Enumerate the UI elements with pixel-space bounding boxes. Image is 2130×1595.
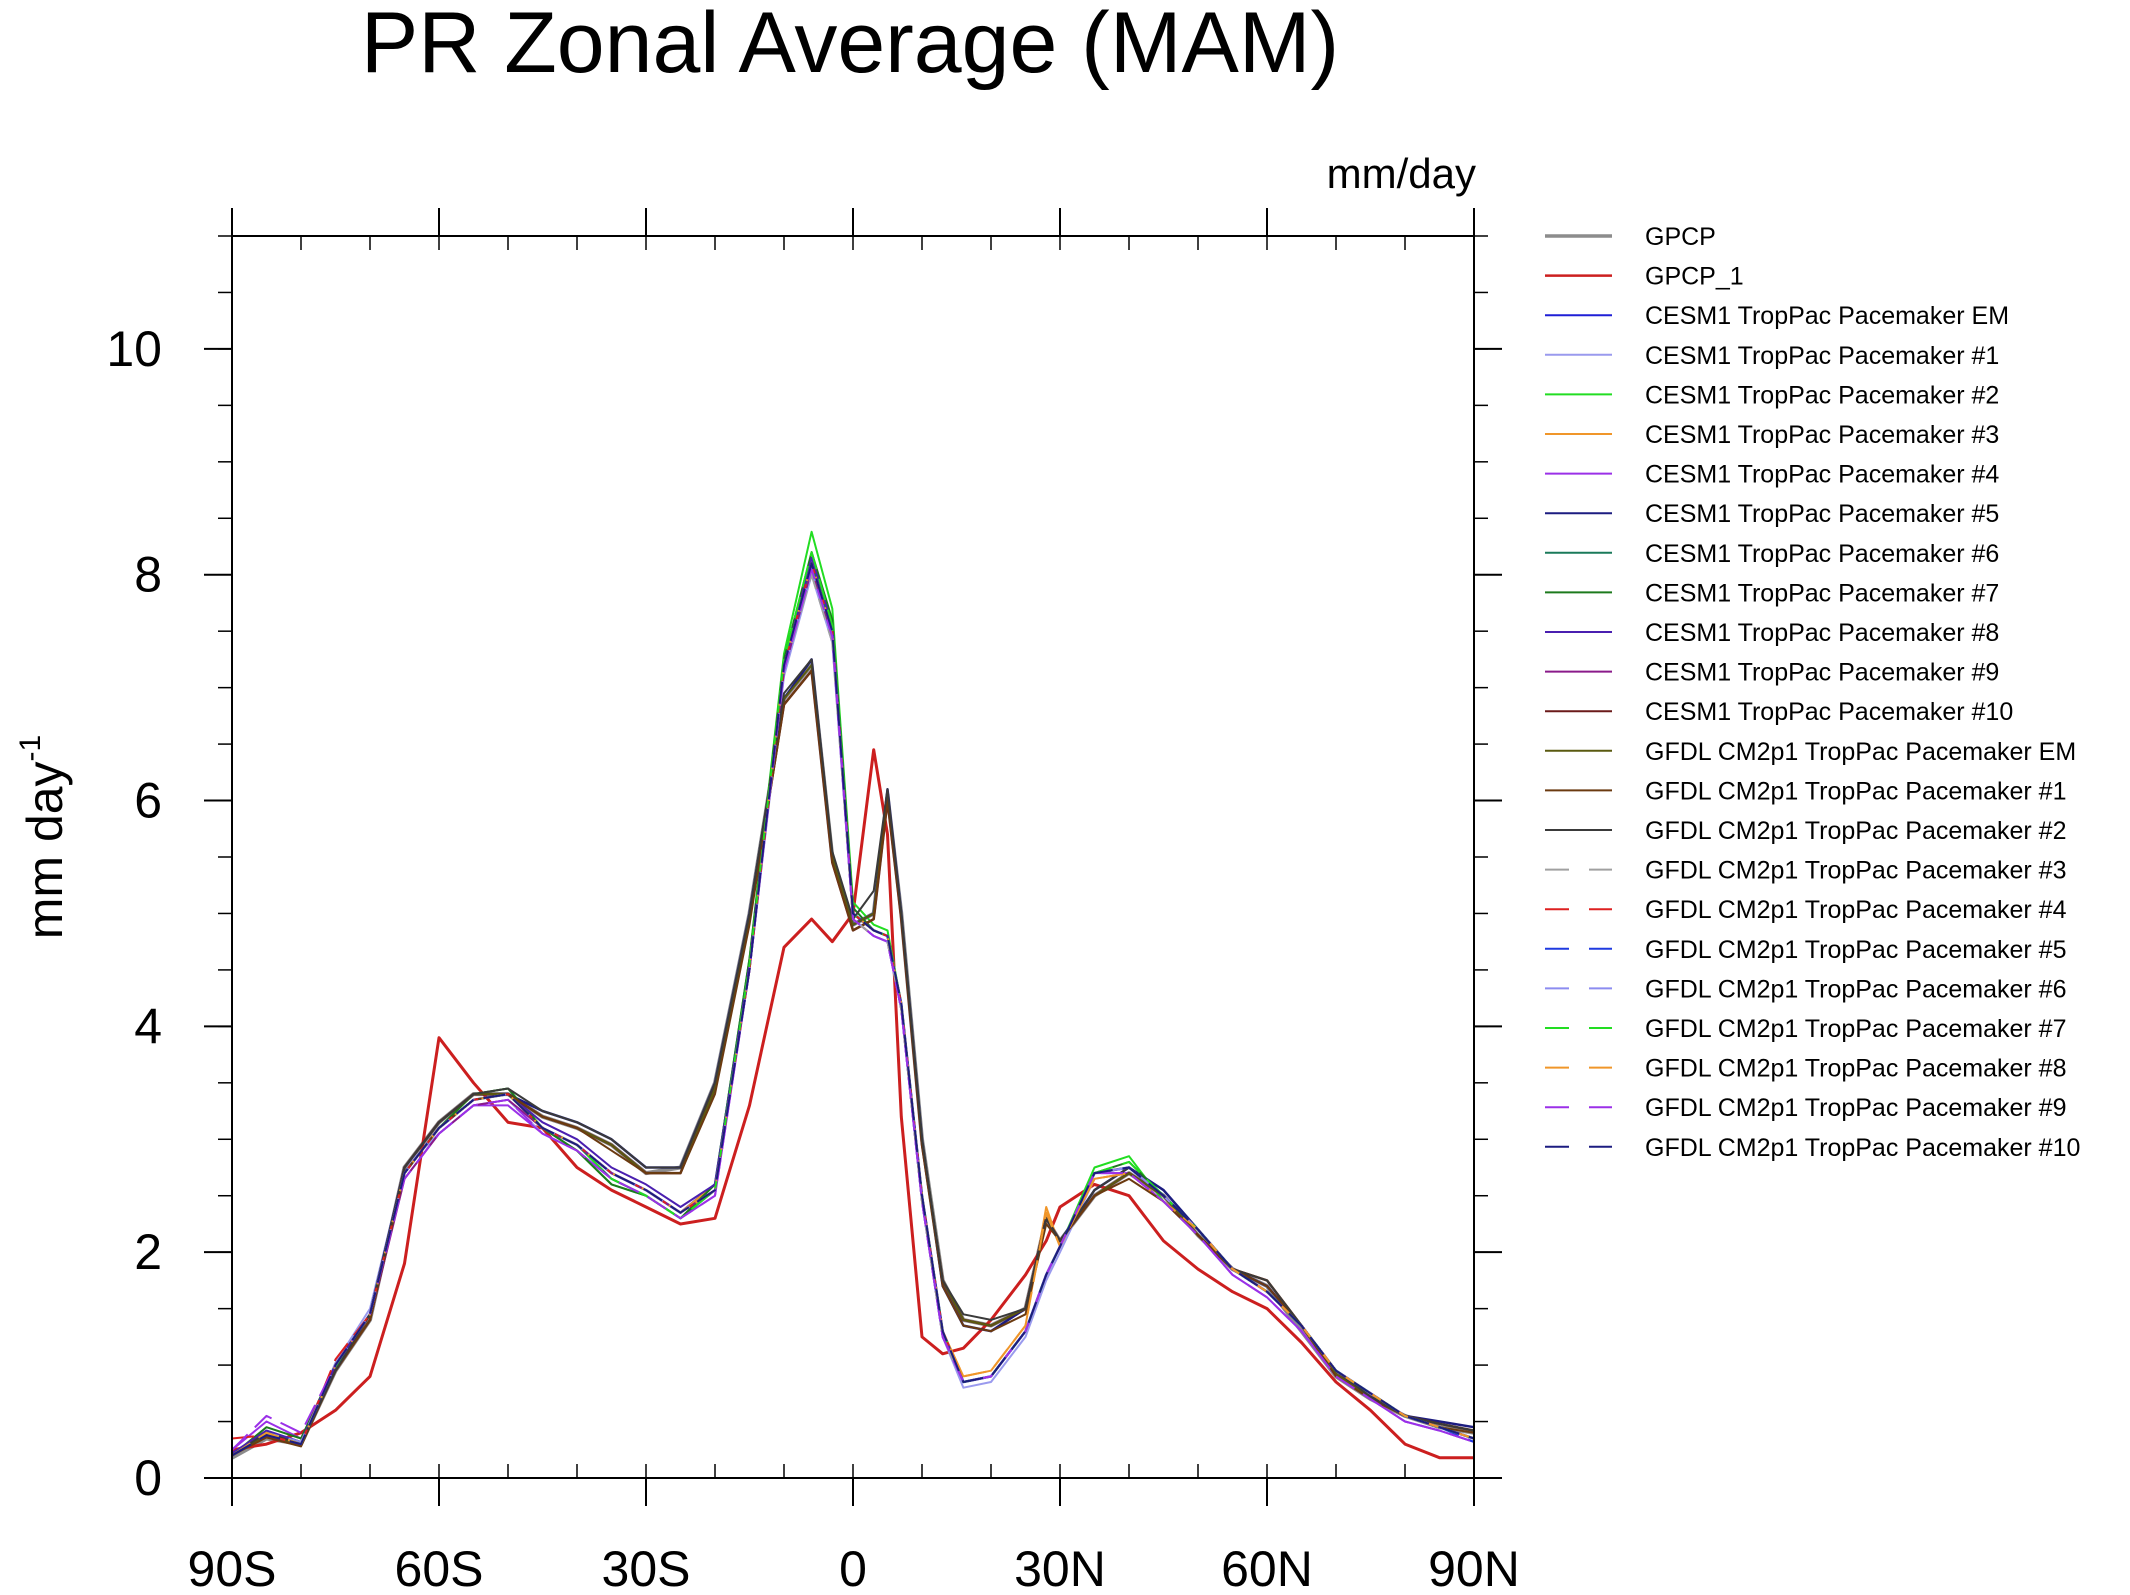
series-line-0 xyxy=(231,663,1475,1460)
legend-label: CESM1 TropPac Pacemaker #8 xyxy=(1645,619,1999,647)
legend-label: GFDL CM2p1 TropPac Pacemaker #3 xyxy=(1645,857,2066,885)
x-tick-label: 60S xyxy=(395,1541,484,1595)
series-line-13 xyxy=(231,664,1475,1457)
units-label: mm/day xyxy=(1327,150,1476,197)
y-tick-label: 4 xyxy=(134,998,162,1054)
y-tick-label: 6 xyxy=(134,773,162,829)
series-line-7 xyxy=(231,658,1475,1457)
y-axis-label: mm day xyxy=(17,761,73,939)
y-axis-label-superscript: -1 xyxy=(14,735,47,762)
legend-label: CESM1 TropPac Pacemaker EM xyxy=(1645,302,2009,330)
x-tick-label: 60N xyxy=(1221,1541,1313,1595)
x-tick-label: 30N xyxy=(1014,1541,1106,1595)
legend-label: CESM1 TropPac Pacemaker #2 xyxy=(1645,381,1999,409)
axis-ticks xyxy=(204,208,1502,1506)
legend-label: GFDL CM2p1 TropPac Pacemaker #8 xyxy=(1645,1055,2066,1083)
series-line-11 xyxy=(231,568,1475,1457)
y-tick-label: 8 xyxy=(134,547,162,603)
x-tick-label: 90N xyxy=(1428,1541,1520,1595)
x-tick-label: 0 xyxy=(839,1541,867,1595)
series-line-1 xyxy=(231,748,1474,1460)
legend-label: GFDL CM2p1 TropPac Pacemaker #5 xyxy=(1645,936,2066,964)
plot-frame xyxy=(231,235,1475,1479)
legend-label: CESM1 TropPac Pacemaker #9 xyxy=(1645,659,1999,687)
legend-label: GPCP xyxy=(1645,223,1716,251)
legend-label: GFDL CM2p1 TropPac Pacemaker #1 xyxy=(1645,777,2066,805)
legend-label: GFDL CM2p1 TropPac Pacemaker #7 xyxy=(1645,1015,2066,1043)
legend: GPCP GPCP_1 CESM1 TropPac Pacemaker EM CESM… xyxy=(1545,223,2080,1162)
series-line-14 xyxy=(231,669,1475,1457)
legend-label: CESM1 TropPac Pacemaker #3 xyxy=(1645,421,1999,449)
legend-label: GFDL CM2p1 TropPac Pacemaker EM xyxy=(1645,738,2076,766)
legend-label: CESM1 TropPac Pacemaker #6 xyxy=(1645,540,1999,568)
legend-label: GPCP_1 xyxy=(1645,263,1744,291)
series-line-15 xyxy=(231,658,1475,1457)
legend-label: CESM1 TropPac Pacemaker #7 xyxy=(1645,579,1999,607)
legend-label: CESM1 TropPac Pacemaker #10 xyxy=(1645,698,2013,726)
series-line-5 xyxy=(231,562,1475,1455)
series-line-16 xyxy=(231,573,1475,1457)
legend-label: CESM1 TropPac Pacemaker #4 xyxy=(1645,461,1999,489)
series-line-2 xyxy=(231,562,1475,1455)
series-line-23 xyxy=(231,562,1475,1457)
series-line-21 xyxy=(231,562,1475,1457)
x-tick-label: 90S xyxy=(188,1541,277,1595)
svg-text:mm day-1: mm day-1 xyxy=(14,735,73,940)
legend-label: CESM1 TropPac Pacemaker #5 xyxy=(1645,500,1999,528)
y-tick-label: 10 xyxy=(106,321,162,377)
series-layer xyxy=(231,530,1475,1460)
series-line-20 xyxy=(231,551,1475,1457)
legend-label: GFDL CM2p1 TropPac Pacemaker #6 xyxy=(1645,975,2066,1003)
tick-labels: 90S 60S 30S 0 30N 60N 90N 0 2 4 6 8 10 xyxy=(106,321,1519,1595)
series-line-19 xyxy=(231,568,1475,1457)
series-line-8 xyxy=(231,562,1475,1457)
legend-label: CESM1 TropPac Pacemaker #1 xyxy=(1645,342,1999,370)
series-line-22 xyxy=(231,568,1475,1451)
series-line-12 xyxy=(231,669,1475,1457)
series-line-9 xyxy=(231,551,1475,1457)
legend-label: GFDL CM2p1 TropPac Pacemaker #4 xyxy=(1645,896,2067,924)
legend-label: GFDL CM2p1 TropPac Pacemaker #10 xyxy=(1645,1134,2080,1162)
y-axis-title: mm day-1 xyxy=(14,735,73,940)
y-tick-label: 2 xyxy=(134,1224,162,1280)
chart-title: PR Zonal Average (MAM) xyxy=(361,0,1339,91)
y-tick-label: 0 xyxy=(134,1450,162,1506)
series-line-3 xyxy=(231,573,1475,1457)
legend-label: GFDL CM2p1 TropPac Pacemaker #9 xyxy=(1645,1094,2066,1122)
series-line-18 xyxy=(231,562,1475,1457)
legend-label: GFDL CM2p1 TropPac Pacemaker #2 xyxy=(1645,817,2066,845)
x-tick-label: 30S xyxy=(602,1541,691,1595)
